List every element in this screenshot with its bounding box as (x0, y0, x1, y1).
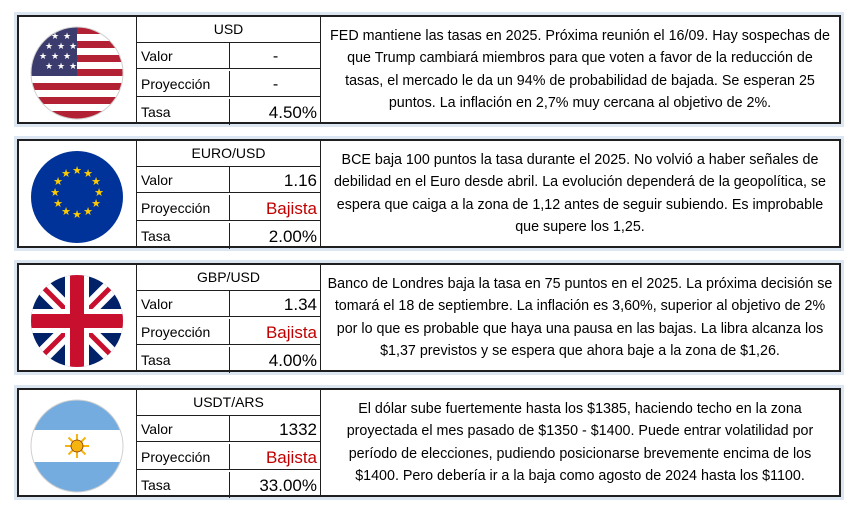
svg-text:★: ★ (83, 205, 93, 218)
valor-row: Valor - (137, 43, 320, 69)
card-usdtars: USDT/ARS Valor 1332 Proyección Bajista T… (14, 385, 844, 500)
uk-flag-icon (31, 275, 123, 367)
valor-value: - (272, 48, 279, 65)
pair-header: USDT/ARS (137, 390, 320, 416)
svg-text:★: ★ (94, 186, 104, 199)
svg-text:★: ★ (57, 62, 65, 72)
svg-text:★: ★ (83, 167, 93, 180)
proyeccion-label: Proyección (137, 444, 230, 469)
tasa-row: Tasa 2.00% (137, 223, 320, 249)
svg-text:★: ★ (61, 167, 71, 180)
proyeccion-label: Proyección (137, 195, 230, 220)
flag-cell (19, 390, 137, 495)
description-text: BCE baja 100 puntos la tasa durante el 2… (333, 151, 826, 236)
data-table: USD Valor - Proyección - Tasa 4.50% (137, 17, 321, 125)
tasa-value: 2.00% (268, 227, 317, 246)
tasa-value: 4.50% (268, 103, 317, 122)
tasa-row: Tasa 33.00% (137, 472, 320, 498)
valor-label: Valor (137, 43, 230, 68)
valor-label: Valor (137, 291, 230, 316)
description-text: El dólar sube fuertemente hasta los $138… (346, 400, 814, 485)
tasa-row: Tasa 4.50% (137, 99, 320, 125)
svg-text:★: ★ (51, 52, 59, 62)
svg-text:★: ★ (69, 62, 77, 72)
pair-header: EURO/USD (137, 141, 320, 167)
proyeccion-label: Proyección (137, 71, 230, 96)
svg-text:★: ★ (69, 42, 77, 52)
svg-text:★: ★ (72, 164, 82, 177)
valor-value: 1.16 (283, 171, 317, 190)
svg-text:★: ★ (39, 32, 47, 42)
proyeccion-value: Bajista (265, 448, 317, 467)
svg-text:★: ★ (72, 208, 82, 221)
svg-text:★: ★ (91, 175, 101, 188)
flag-cell (19, 265, 137, 370)
valor-row: Valor 1332 (137, 416, 320, 442)
pair-header: GBP/USD (137, 265, 320, 291)
flag-cell: ★ ★ ★ ★ ★ ★ ★ ★ ★ ★ ★ ★ (19, 17, 137, 122)
svg-text:★: ★ (53, 197, 63, 210)
valor-label: Valor (137, 167, 230, 192)
proyeccion-value: Bajista (265, 323, 317, 342)
card-usd: ★ ★ ★ ★ ★ ★ ★ ★ ★ ★ ★ ★ USD Valor - Proyección - (14, 12, 844, 127)
card-gbpusd: GBP/USD Valor 1.34 Proyección Bajista Ta… (14, 260, 844, 375)
proyeccion-label: Proyección (137, 319, 230, 344)
svg-text:★: ★ (53, 175, 63, 188)
description-text: FED mantiene las tasas en 2025. Próxima … (330, 27, 830, 112)
svg-text:★: ★ (45, 42, 53, 52)
flag-cell: ★ ★ ★ ★ ★ ★ ★ ★ ★ ★ ★ ★ (19, 141, 137, 246)
svg-text:★: ★ (39, 52, 47, 62)
svg-text:★: ★ (63, 52, 71, 62)
tasa-label: Tasa (137, 347, 230, 373)
proyeccion-row: Proyección Bajista (137, 195, 320, 221)
svg-text:★: ★ (45, 62, 53, 72)
valor-row: Valor 1.34 (137, 291, 320, 317)
card-eurusd: ★ ★ ★ ★ ★ ★ ★ ★ ★ ★ ★ ★ EURO/USD Valor (14, 136, 844, 251)
data-table: USDT/ARS Valor 1332 Proyección Bajista T… (137, 390, 321, 498)
svg-text:★: ★ (57, 42, 65, 52)
svg-text:★: ★ (91, 197, 101, 210)
tasa-label: Tasa (137, 99, 230, 125)
tasa-label: Tasa (137, 472, 230, 498)
svg-text:★: ★ (61, 205, 71, 218)
argentina-flag-icon (30, 399, 124, 493)
tasa-value: 33.00% (259, 476, 317, 495)
valor-label: Valor (137, 416, 230, 441)
tasa-row: Tasa 4.00% (137, 347, 320, 373)
tasa-label: Tasa (137, 223, 230, 249)
data-table: EURO/USD Valor 1.16 Proyección Bajista T… (137, 141, 321, 249)
data-table: GBP/USD Valor 1.34 Proyección Bajista Ta… (137, 265, 321, 373)
description-text: Banco de Londres baja la tasa en 75 punt… (327, 275, 833, 360)
proyeccion-value: Bajista (265, 199, 317, 218)
tasa-value: 4.00% (268, 351, 317, 370)
eu-flag-icon: ★ ★ ★ ★ ★ ★ ★ ★ ★ ★ ★ ★ (31, 151, 123, 243)
valor-value: 1.34 (283, 295, 317, 314)
proyeccion-row: Proyección - (137, 71, 320, 97)
svg-text:★: ★ (51, 32, 59, 42)
valor-row: Valor 1.16 (137, 167, 320, 193)
valor-value: 1332 (279, 420, 317, 439)
proyeccion-value: - (272, 76, 279, 93)
proyeccion-row: Proyección Bajista (137, 444, 320, 470)
proyeccion-row: Proyección Bajista (137, 319, 320, 345)
pair-header: USD (137, 17, 320, 43)
svg-text:★: ★ (50, 186, 60, 199)
usa-flag-icon: ★ ★ ★ ★ ★ ★ ★ ★ ★ ★ ★ ★ (30, 26, 124, 120)
svg-text:★: ★ (63, 32, 71, 42)
